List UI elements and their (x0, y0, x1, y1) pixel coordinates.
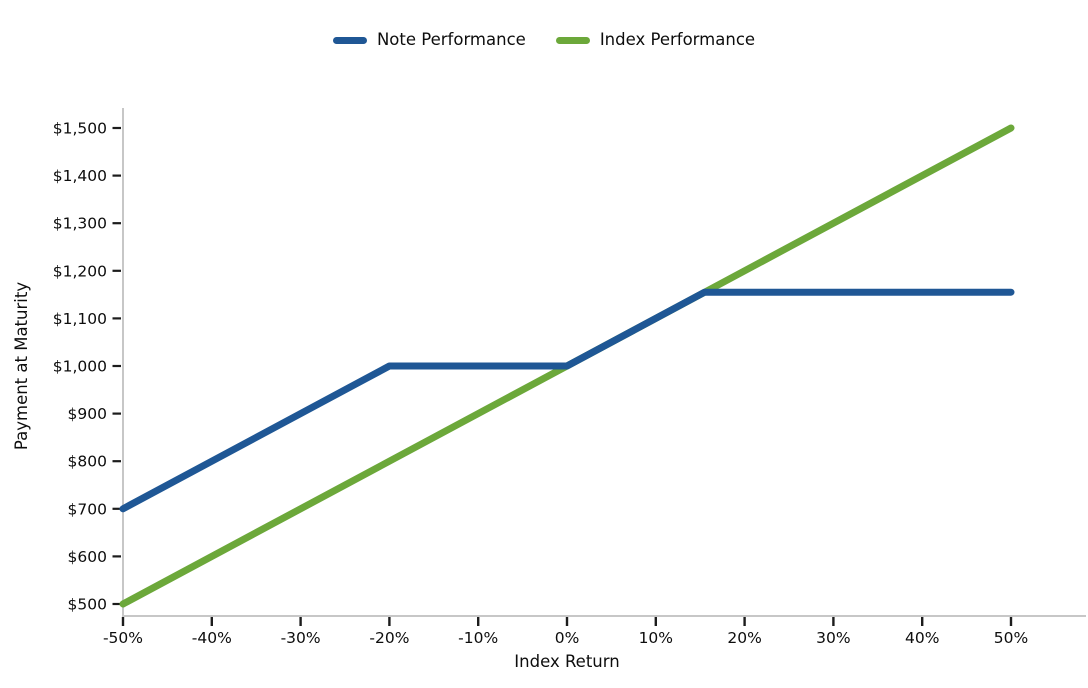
x-tick-label: 50% (994, 629, 1028, 647)
x-tick-label: 10% (639, 629, 673, 647)
x-tick-label: -50% (103, 629, 143, 647)
note-performance-swatch-icon (332, 36, 367, 44)
legend-label-note-performance: Note Performance (376, 30, 526, 49)
x-tick-label: -20% (369, 629, 409, 647)
legend-item-index-performance: Index Performance (555, 30, 756, 49)
y-tick-label: $900 (68, 405, 107, 423)
x-tick-label: 30% (816, 629, 850, 647)
note-performance-line (119, 288, 1015, 513)
x-axis-title: Index Return (514, 652, 619, 671)
x-tick-label: -10% (458, 629, 498, 647)
y-tick-label: $1,200 (53, 262, 107, 280)
index-performance-swatch-icon (555, 36, 590, 44)
x-tick-label: 0% (555, 629, 580, 647)
y-tick-label: $800 (68, 453, 107, 471)
y-tick-label: $600 (68, 548, 107, 566)
y-tick-label: $1,100 (53, 310, 107, 328)
y-tick-label: $1,400 (53, 167, 107, 185)
x-tick-label: -30% (281, 629, 321, 647)
y-tick-label: $1,000 (53, 358, 107, 376)
x-tick-label: 40% (905, 629, 939, 647)
x-tick-label: -40% (192, 629, 232, 647)
y-tick-label: $700 (68, 500, 107, 518)
y-tick-label: $500 (68, 596, 107, 614)
y-axis-title: Payment at Maturity (12, 282, 31, 450)
y-tick-label: $1,300 (53, 215, 107, 233)
legend-label-index-performance: Index Performance (599, 30, 756, 49)
legend-item-note-performance: Note Performance (332, 30, 526, 49)
y-tick-label: $1,500 (53, 120, 107, 138)
chart-legend: Note Performance Index Performance (0, 30, 1088, 49)
x-tick-label: 20% (727, 629, 761, 647)
